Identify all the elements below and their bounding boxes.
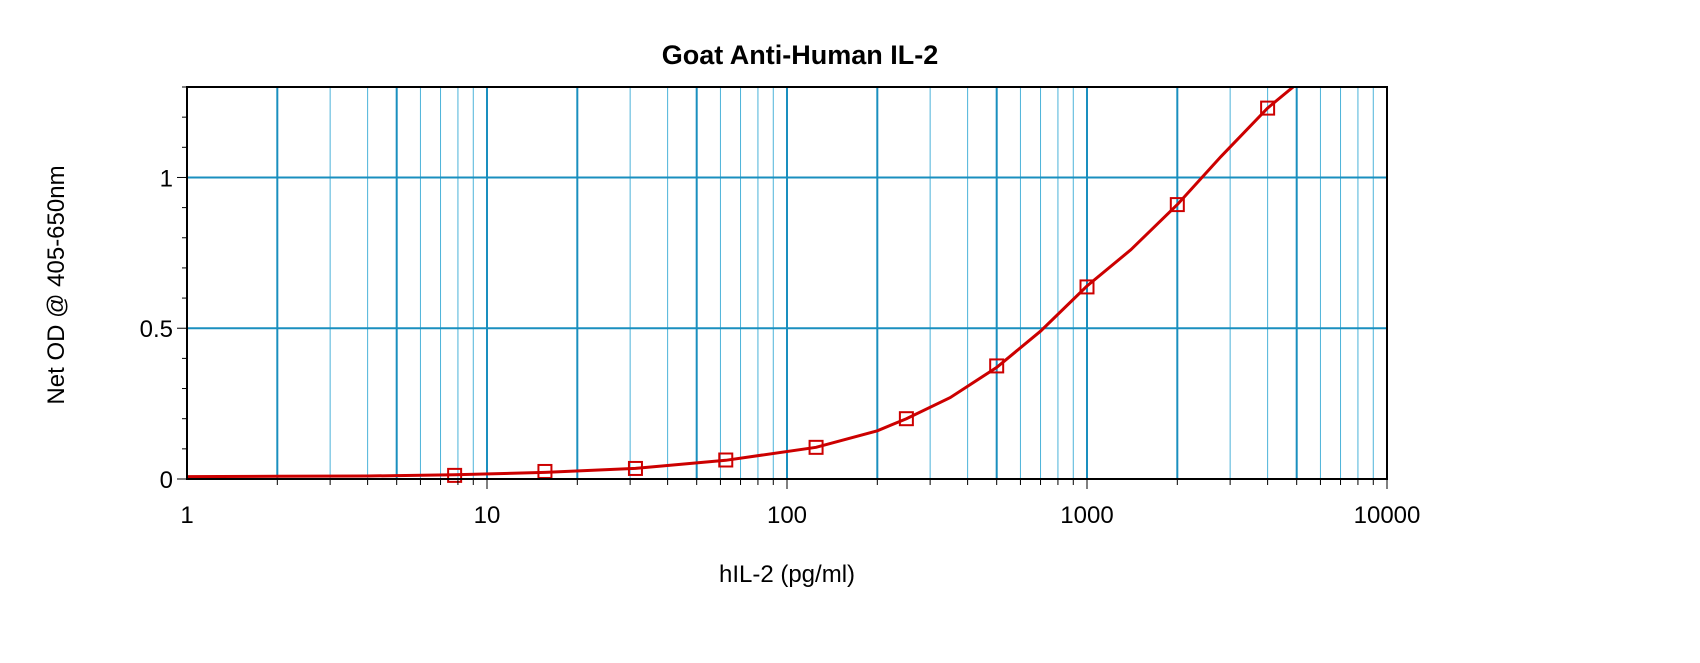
data-point: [1079, 279, 1095, 295]
x-tick-label: 1000: [1060, 502, 1113, 529]
data-point: [627, 460, 643, 476]
data-point: [898, 411, 914, 427]
data-point: [1169, 197, 1185, 213]
y-tick-label: 1: [160, 165, 173, 192]
axis-ticks: 1 10 100 1000 10000 0 0.5 1: [140, 86, 1421, 529]
data-point: [808, 439, 824, 455]
y-tick-label: 0.5: [140, 316, 173, 343]
x-tick-label: 100: [767, 502, 807, 529]
y-axis-label: Net OD @ 405-650nm: [43, 165, 70, 404]
x-tick-label: 1: [180, 502, 193, 529]
x-axis-label: hIL-2 (pg/ml): [719, 561, 855, 588]
x-tick-label: 10: [474, 502, 501, 529]
chart-title: Goat Anti-Human IL-2: [662, 40, 939, 70]
data-points: [447, 100, 1276, 483]
x-tick-label: 10000: [1354, 502, 1421, 529]
grid: [187, 87, 1387, 479]
data-point: [447, 467, 463, 483]
y-tick-label: 0: [160, 467, 173, 494]
data-point: [989, 358, 1005, 374]
data-point: [718, 452, 734, 468]
fit-curve-layer: [187, 87, 1296, 479]
fit-curve: [187, 87, 1296, 479]
data-point: [1260, 100, 1276, 116]
data-point: [537, 463, 553, 479]
